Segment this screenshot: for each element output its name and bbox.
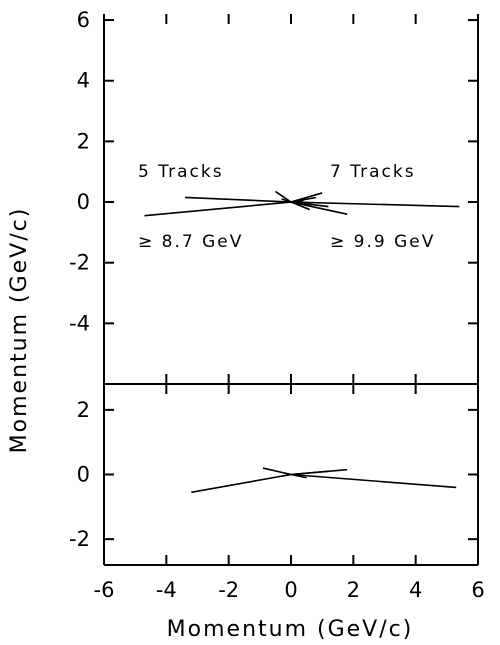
bottom-track	[281, 473, 292, 477]
annotation-7-tracks: 7 Tracks	[330, 162, 416, 182]
top-track	[290, 199, 304, 203]
x-tick-label: -2	[218, 578, 239, 602]
top-track	[290, 201, 460, 208]
annotation-5-tracks: 5 Tracks	[138, 162, 224, 182]
x-tick-label: -4	[156, 578, 177, 602]
bottom-track	[191, 473, 292, 494]
top-track	[281, 198, 292, 203]
bottom-track	[290, 473, 457, 489]
x-tick-label: 4	[409, 578, 422, 602]
annotation-9-9-gev: ≥ 9.9 GeV	[330, 232, 435, 252]
bottom-y-tick-label: -2	[69, 527, 90, 551]
top-track	[290, 201, 348, 215]
y-axis-title: Momentum (GeV/c)	[7, 207, 32, 454]
top-y-tick-label: 4	[77, 69, 90, 93]
x-tick-label: 2	[347, 578, 360, 602]
annotation-8-7-gev: ≥ 8.7 GeV	[138, 232, 243, 252]
top-track	[274, 190, 292, 203]
x-tick-label: 0	[284, 578, 297, 602]
bottom-track	[262, 467, 292, 476]
top-y-tick-label: -2	[69, 251, 90, 275]
top-y-tick-label: 6	[77, 8, 90, 32]
top-track	[144, 201, 292, 217]
x-tick-label: -6	[94, 578, 115, 602]
top-track	[184, 196, 292, 203]
x-axis-title: Momentum (GeV/c)	[167, 617, 414, 642]
top-y-tick-label: 0	[77, 190, 90, 214]
top-track	[290, 201, 329, 208]
x-tick-label: 6	[471, 578, 484, 602]
bottom-track	[290, 470, 329, 476]
bottom-y-tick-label: 2	[77, 398, 90, 422]
bottom-track	[290, 473, 307, 479]
bottom-panel: 2 0 -2 -6 -4 -2 0 2 4 6	[69, 384, 485, 602]
top-y-tick-label: 2	[77, 129, 90, 153]
top-panel: 6 4 2 0 -2 -4	[69, 8, 479, 385]
top-y-tick-label: -4	[69, 311, 90, 335]
top-track	[290, 201, 311, 211]
bottom-y-tick-label: 0	[77, 463, 90, 487]
